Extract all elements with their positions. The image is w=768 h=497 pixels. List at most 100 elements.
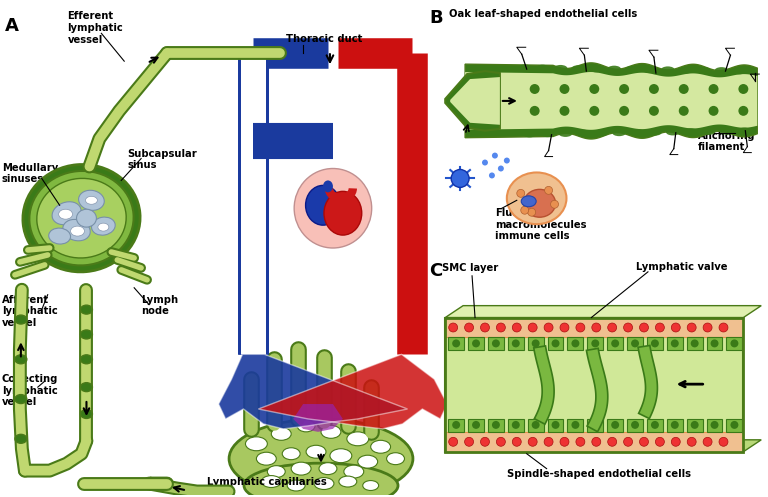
Ellipse shape (714, 67, 729, 74)
Polygon shape (450, 77, 500, 125)
Ellipse shape (287, 480, 305, 491)
Bar (445, 318, 743, 452)
Ellipse shape (77, 209, 97, 227)
Circle shape (498, 166, 504, 171)
Ellipse shape (81, 330, 92, 339)
Text: SMC layer: SMC layer (442, 263, 498, 273)
Ellipse shape (507, 172, 567, 224)
Circle shape (452, 421, 460, 429)
Bar (548, 337, 564, 350)
Circle shape (687, 323, 696, 332)
Ellipse shape (81, 383, 92, 392)
Circle shape (560, 106, 569, 116)
Bar (528, 419, 544, 432)
Text: Lymphatic capillaries: Lymphatic capillaries (207, 477, 326, 487)
Ellipse shape (697, 67, 710, 74)
Circle shape (531, 421, 540, 429)
Bar (528, 337, 544, 350)
Bar (508, 337, 524, 350)
Ellipse shape (589, 66, 603, 73)
Circle shape (651, 421, 659, 429)
Ellipse shape (524, 189, 555, 217)
Circle shape (465, 323, 474, 332)
Circle shape (512, 437, 521, 446)
Ellipse shape (85, 196, 98, 204)
Circle shape (576, 323, 585, 332)
Ellipse shape (48, 228, 71, 244)
Bar (627, 419, 643, 432)
Ellipse shape (661, 67, 675, 74)
Bar (687, 337, 703, 350)
Text: A: A (5, 17, 19, 35)
Circle shape (521, 206, 528, 214)
Circle shape (649, 84, 659, 94)
Ellipse shape (643, 66, 657, 73)
Ellipse shape (386, 453, 405, 465)
Circle shape (679, 84, 689, 94)
Circle shape (591, 339, 599, 347)
Ellipse shape (91, 217, 115, 235)
Bar (727, 419, 743, 432)
Ellipse shape (371, 440, 391, 453)
Text: Spindle-shaped endothelial cells: Spindle-shaped endothelial cells (507, 469, 691, 479)
Bar (548, 419, 564, 432)
Circle shape (591, 421, 599, 429)
Circle shape (607, 437, 617, 446)
Circle shape (481, 437, 489, 446)
Circle shape (589, 84, 599, 94)
Text: Medullary
sinuses: Medullary sinuses (2, 163, 58, 184)
Ellipse shape (15, 395, 27, 404)
Ellipse shape (577, 130, 591, 137)
Circle shape (528, 208, 535, 216)
Text: Oak leaf-shaped endothelial cells: Oak leaf-shaped endothelial cells (449, 9, 637, 19)
Ellipse shape (261, 476, 281, 488)
Text: Lymph
node: Lymph node (141, 295, 178, 316)
Bar (445, 432, 743, 452)
Bar (607, 337, 623, 350)
Ellipse shape (541, 130, 554, 137)
Circle shape (496, 323, 505, 332)
Text: Anchoring
filament: Anchoring filament (697, 131, 755, 153)
Text: Afferent
lymphatic
vessel: Afferent lymphatic vessel (2, 295, 58, 328)
Circle shape (571, 421, 579, 429)
Bar (667, 337, 683, 350)
Ellipse shape (684, 128, 697, 135)
Ellipse shape (323, 180, 333, 192)
Ellipse shape (15, 315, 27, 324)
Text: B: B (429, 9, 443, 27)
Circle shape (571, 339, 579, 347)
Polygon shape (534, 346, 554, 424)
Circle shape (710, 339, 719, 347)
Circle shape (551, 421, 560, 429)
Polygon shape (445, 306, 761, 318)
Ellipse shape (702, 128, 716, 135)
Ellipse shape (58, 209, 72, 219)
Circle shape (670, 339, 679, 347)
Circle shape (451, 169, 469, 187)
Bar (727, 337, 743, 350)
Circle shape (530, 106, 540, 116)
Bar (707, 337, 723, 350)
Ellipse shape (306, 445, 326, 458)
Circle shape (592, 323, 601, 332)
Ellipse shape (81, 305, 92, 314)
Circle shape (619, 84, 629, 94)
Ellipse shape (23, 165, 140, 272)
Ellipse shape (679, 67, 693, 74)
Ellipse shape (291, 462, 311, 475)
Circle shape (687, 437, 696, 446)
Circle shape (640, 437, 648, 446)
Text: Lymphatic valve: Lymphatic valve (636, 262, 727, 272)
Bar (687, 419, 703, 432)
Circle shape (492, 153, 498, 159)
Circle shape (730, 339, 738, 347)
Circle shape (449, 323, 458, 332)
Circle shape (631, 421, 639, 429)
Ellipse shape (314, 478, 334, 490)
Circle shape (651, 339, 659, 347)
Circle shape (670, 421, 679, 429)
Ellipse shape (246, 437, 267, 451)
Bar (588, 419, 603, 432)
Ellipse shape (78, 190, 104, 210)
Circle shape (624, 437, 633, 446)
